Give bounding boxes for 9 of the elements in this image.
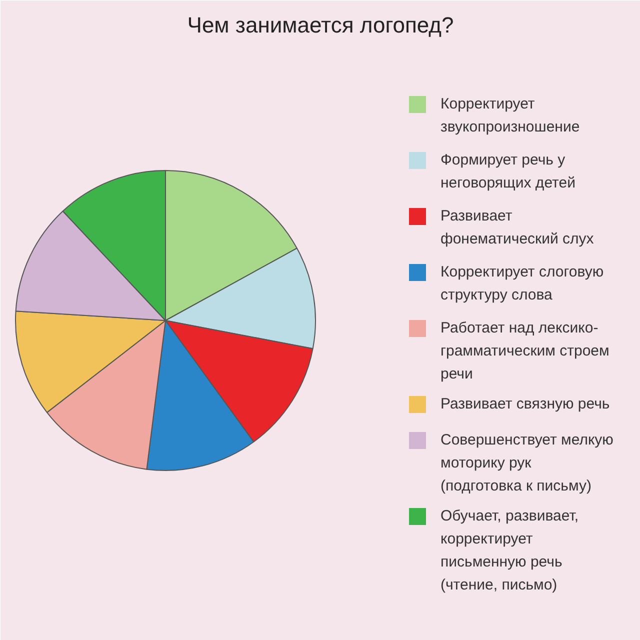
legend-label: Развивает связную речь — [440, 396, 610, 412]
chart-title: Чем занимается логопед? — [187, 12, 454, 38]
legend-label: Развивает фонематический слух — [440, 208, 594, 248]
legend-label: Работает над лексико-грамматическим строем речи — [440, 320, 610, 382]
legend-label: Корректирует звукопроизношение — [440, 96, 580, 136]
legend-label: Формирует речь у неговорящих детей — [440, 152, 576, 192]
legend-label: Обучает, развивает, корректирует письменную речь (чтение, письмо) — [440, 508, 579, 594]
legend-label: Совершенствует мелкую моторику рук (подготовка к письму) — [440, 432, 614, 494]
legend-label: Корректирует слоговую структуру слова — [440, 264, 604, 304]
